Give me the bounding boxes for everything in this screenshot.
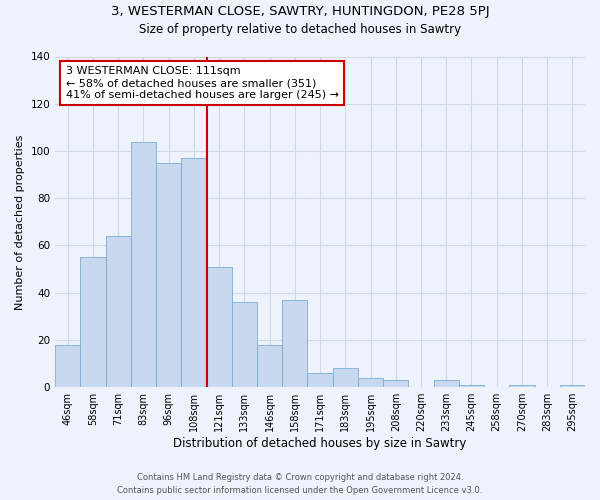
Bar [80, 258, 106, 387]
Text: 3, WESTERMAN CLOSE, SAWTRY, HUNTINGDON, PE28 5PJ: 3, WESTERMAN CLOSE, SAWTRY, HUNTINGDON, … [110, 5, 490, 18]
Bar [358, 378, 383, 387]
Text: Contains HM Land Registry data © Crown copyright and database right 2024.
Contai: Contains HM Land Registry data © Crown c… [118, 474, 482, 495]
Bar [383, 380, 409, 387]
Bar [332, 368, 358, 387]
Bar [257, 344, 282, 387]
Bar [459, 385, 484, 387]
Bar [181, 158, 206, 387]
Bar [106, 236, 131, 387]
Bar [307, 373, 332, 387]
X-axis label: Distribution of detached houses by size in Sawtry: Distribution of detached houses by size … [173, 437, 467, 450]
Bar [282, 300, 307, 387]
Bar [55, 344, 80, 387]
Bar [232, 302, 257, 387]
Y-axis label: Number of detached properties: Number of detached properties [15, 134, 25, 310]
Text: 3 WESTERMAN CLOSE: 111sqm
← 58% of detached houses are smaller (351)
41% of semi: 3 WESTERMAN CLOSE: 111sqm ← 58% of detac… [66, 66, 339, 100]
Text: Size of property relative to detached houses in Sawtry: Size of property relative to detached ho… [139, 22, 461, 36]
Bar [131, 142, 156, 387]
Bar [206, 266, 232, 387]
Bar [560, 385, 585, 387]
Bar [509, 385, 535, 387]
Bar [434, 380, 459, 387]
Bar [156, 163, 181, 387]
